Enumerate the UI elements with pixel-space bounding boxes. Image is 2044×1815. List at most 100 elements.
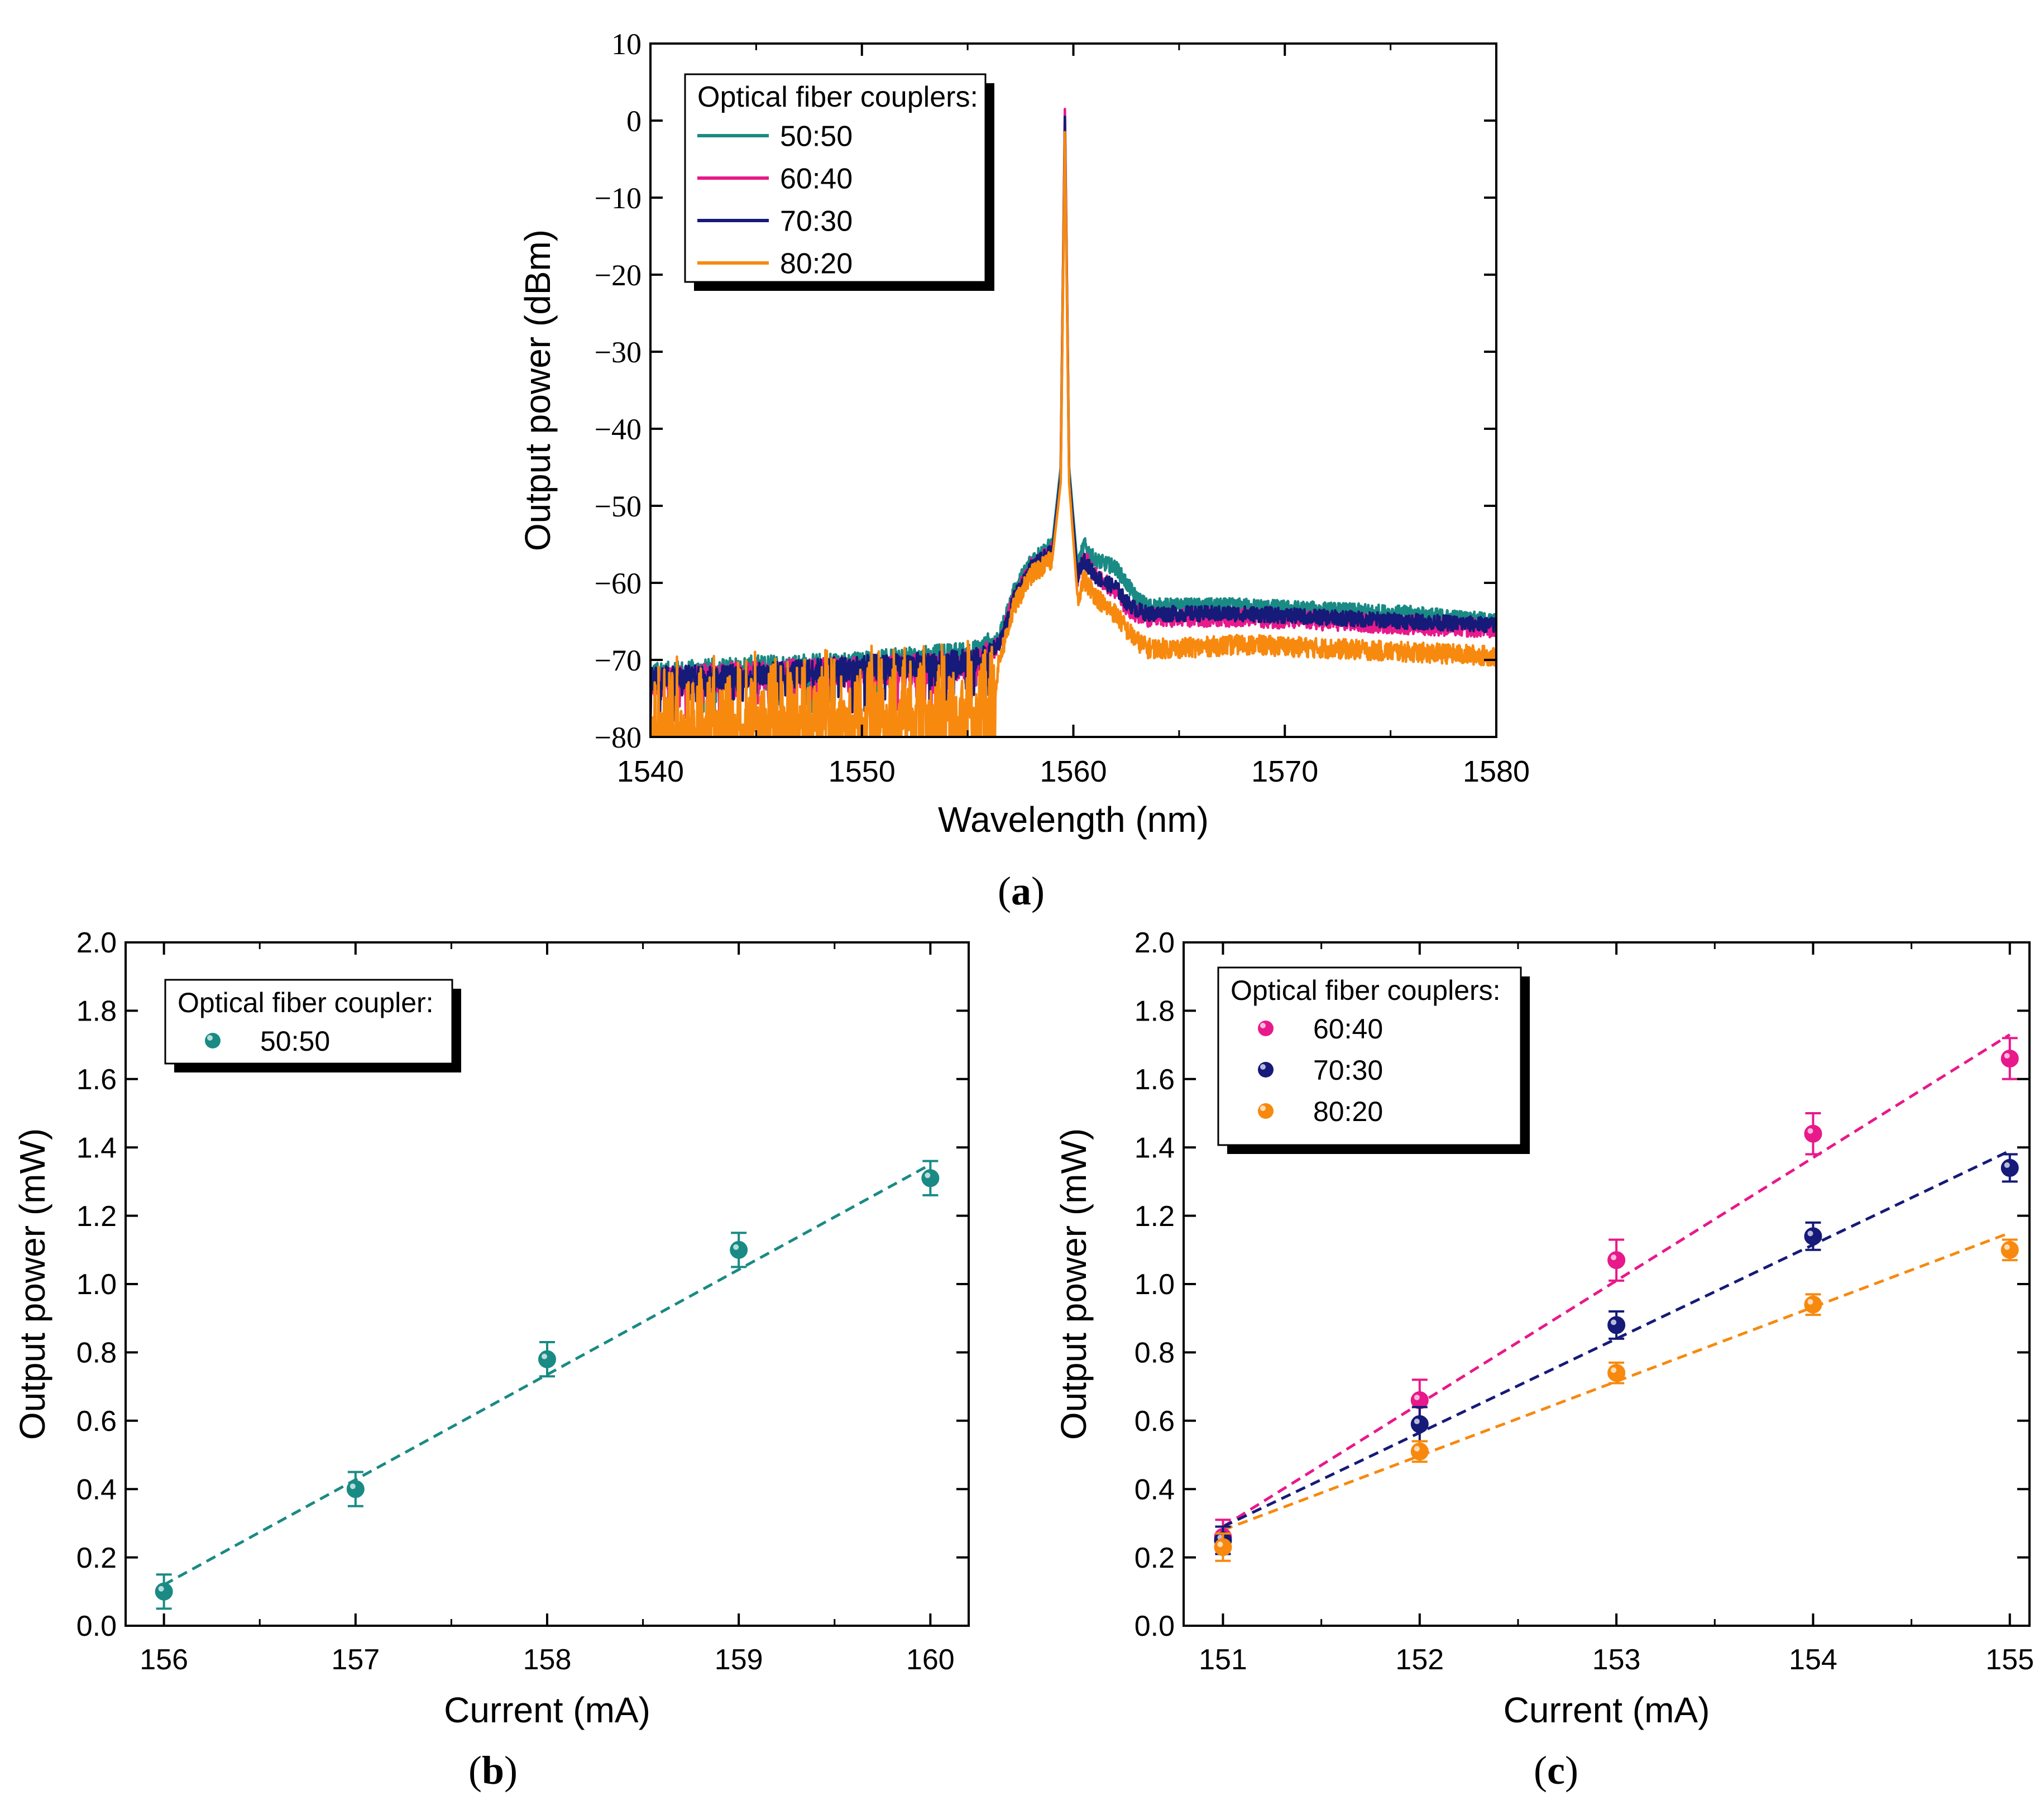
- legend-marker-70-30: [1258, 1062, 1274, 1077]
- y-tick-label: 0.8: [1135, 1337, 1175, 1369]
- data-marker: [2000, 1241, 2019, 1259]
- legend-label: 80:20: [1313, 1096, 1383, 1127]
- legend-marker-highlight: [1260, 1105, 1266, 1111]
- x-tick-label: 154: [1789, 1644, 1837, 1676]
- marker-highlight: [158, 1586, 164, 1592]
- data-marker: [538, 1350, 556, 1368]
- legend-title: Optical fiber couplers:: [697, 81, 978, 113]
- caption-letter: c: [1547, 1748, 1565, 1793]
- data-marker: [730, 1241, 748, 1259]
- data-marker: [1804, 1124, 1822, 1143]
- data-point-50-50: [730, 1232, 748, 1268]
- panel-c: 151 152 153 154 155 0.0 0.2 0.4 0.6 0.8 1.0 1.2 1.4 1…: [1054, 927, 2034, 1793]
- legend-marker-50-50: [205, 1033, 221, 1048]
- data-point-80-20: [1607, 1361, 1626, 1385]
- panel-caption: (a): [998, 869, 1045, 913]
- y-tick-label: 1.8: [76, 995, 117, 1028]
- y-tick-label: −70: [595, 644, 642, 677]
- x-tick-label: 1570: [1251, 755, 1318, 788]
- y-tick-label: 1.0: [76, 1268, 117, 1301]
- panel-a: 1540 1550 1560 1570 1580 −80 −70 −60 −50 −40 −30 −2…: [518, 27, 1530, 913]
- caption-open: (: [998, 869, 1011, 913]
- x-tick-label: 155: [1985, 1644, 2034, 1676]
- data-point-60-40: [1607, 1238, 1626, 1282]
- x-tick-label: 159: [715, 1644, 763, 1676]
- y-tick-label: 2.0: [1135, 927, 1175, 959]
- y-tick-label: 0.0: [1135, 1610, 1175, 1642]
- x-tick-label: 1560: [1040, 755, 1107, 788]
- y-axis-label: Output power (dBm): [518, 229, 558, 551]
- y-tick-label: 0.2: [76, 1542, 117, 1574]
- marker-highlight: [925, 1172, 931, 1179]
- caption-close: ): [504, 1748, 518, 1793]
- marker-highlight: [2004, 1053, 2010, 1059]
- y-tick-label: 0.4: [1135, 1473, 1175, 1506]
- y-tick-label: 0.4: [76, 1473, 117, 1506]
- y-tick-label: 0.6: [76, 1405, 117, 1438]
- caption-open: (: [468, 1748, 482, 1793]
- y-tick-label: −80: [595, 721, 642, 754]
- marker-highlight: [1611, 1367, 1617, 1373]
- marker-highlight: [1611, 1254, 1617, 1261]
- data-marker: [1410, 1415, 1429, 1433]
- marker-highlight: [1414, 1395, 1420, 1401]
- data-marker: [1804, 1295, 1822, 1314]
- marker-highlight: [1807, 1128, 1813, 1134]
- x-axis-label: Current (mA): [1504, 1690, 1710, 1730]
- panel-caption: (c): [1534, 1748, 1578, 1793]
- caption-close: ): [1565, 1748, 1578, 1793]
- y-tick-label: −20: [595, 258, 642, 292]
- marker-highlight: [1414, 1418, 1420, 1424]
- y-tick-label: 1.2: [1135, 1200, 1175, 1233]
- legend-marker-80-20: [1258, 1103, 1274, 1119]
- data-point-80-20: [1804, 1293, 1822, 1316]
- marker-highlight: [350, 1483, 356, 1490]
- legend: Optical fiber coupler: 50:50: [164, 979, 461, 1072]
- y-axis-label: Output power (mW): [1054, 1128, 1094, 1440]
- marker-highlight: [1807, 1299, 1813, 1305]
- caption-open: (: [1534, 1748, 1547, 1793]
- x-tick-label: 151: [1199, 1644, 1247, 1676]
- marker-highlight: [1217, 1541, 1223, 1548]
- data-point-80-20: [1214, 1532, 1232, 1562]
- y-tick-label: −50: [595, 490, 642, 523]
- data-marker: [921, 1169, 940, 1187]
- y-tick-label: −40: [595, 413, 642, 446]
- marker-highlight: [1807, 1230, 1813, 1237]
- y-tick-label: −60: [595, 567, 642, 600]
- legend-marker-highlight: [1260, 1023, 1266, 1028]
- legend-marker-highlight: [1260, 1064, 1266, 1070]
- series-line-80-20: [650, 131, 1496, 737]
- y-tick-label: 0.2: [1135, 1542, 1175, 1574]
- legend-label: 70:30: [1313, 1055, 1383, 1086]
- legend-marker-highlight: [207, 1035, 213, 1041]
- data-point-50-50: [921, 1160, 940, 1196]
- y-tick-label: 0.0: [76, 1610, 117, 1642]
- data-marker: [2000, 1158, 2019, 1177]
- data-marker: [2000, 1050, 2019, 1068]
- y-tick-label: 1.2: [76, 1200, 117, 1233]
- data-marker: [1410, 1442, 1429, 1460]
- y-tick-label: 0.8: [76, 1337, 117, 1369]
- marker-highlight: [542, 1353, 547, 1359]
- y-tick-label: 1.0: [1135, 1268, 1175, 1301]
- panel-b: 156 157 158 159 160 0.0 0.2 0.4 0.6 0.8 1.0 1.2 1.4 1…: [12, 927, 970, 1793]
- data-point-70-30: [1804, 1221, 1822, 1251]
- x-axis-label: Current (mA): [444, 1690, 650, 1730]
- data-point-50-50: [346, 1471, 365, 1507]
- y-tick-label: 1.8: [1135, 995, 1175, 1028]
- caption-close: ): [1031, 869, 1045, 913]
- data-point-50-50: [155, 1573, 173, 1610]
- marker-highlight: [1611, 1319, 1617, 1325]
- y-axis-label: Output power (mW): [12, 1128, 52, 1440]
- x-tick-label: 157: [331, 1644, 380, 1676]
- x-tick-label: 158: [523, 1644, 572, 1676]
- fit-line-60-40: [1222, 1033, 2011, 1528]
- legend-label: 50:50: [260, 1026, 330, 1057]
- x-axis-label: Wavelength (nm): [938, 799, 1209, 840]
- legend-label: 60:40: [1313, 1013, 1383, 1045]
- x-tick-label: 1540: [617, 755, 684, 788]
- data-point-60-40: [1804, 1112, 1822, 1156]
- panel-caption: (b): [468, 1748, 518, 1793]
- y-tick-label: 1.6: [1135, 1064, 1175, 1096]
